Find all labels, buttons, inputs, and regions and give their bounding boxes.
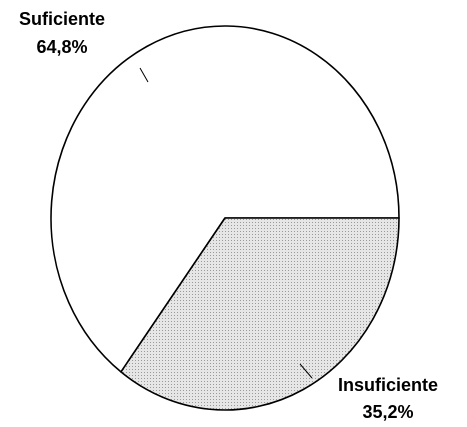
leader-line xyxy=(299,363,313,379)
slice-label: Suficiente xyxy=(19,9,105,29)
slice-label: Insuficiente xyxy=(338,375,438,395)
leader-line xyxy=(139,67,149,83)
slice-value-label: 35,2% xyxy=(362,402,413,422)
pie xyxy=(50,25,400,411)
pie-slice xyxy=(50,25,400,373)
pie-slice xyxy=(120,217,400,411)
slice-value-label: 64,8% xyxy=(36,37,87,57)
